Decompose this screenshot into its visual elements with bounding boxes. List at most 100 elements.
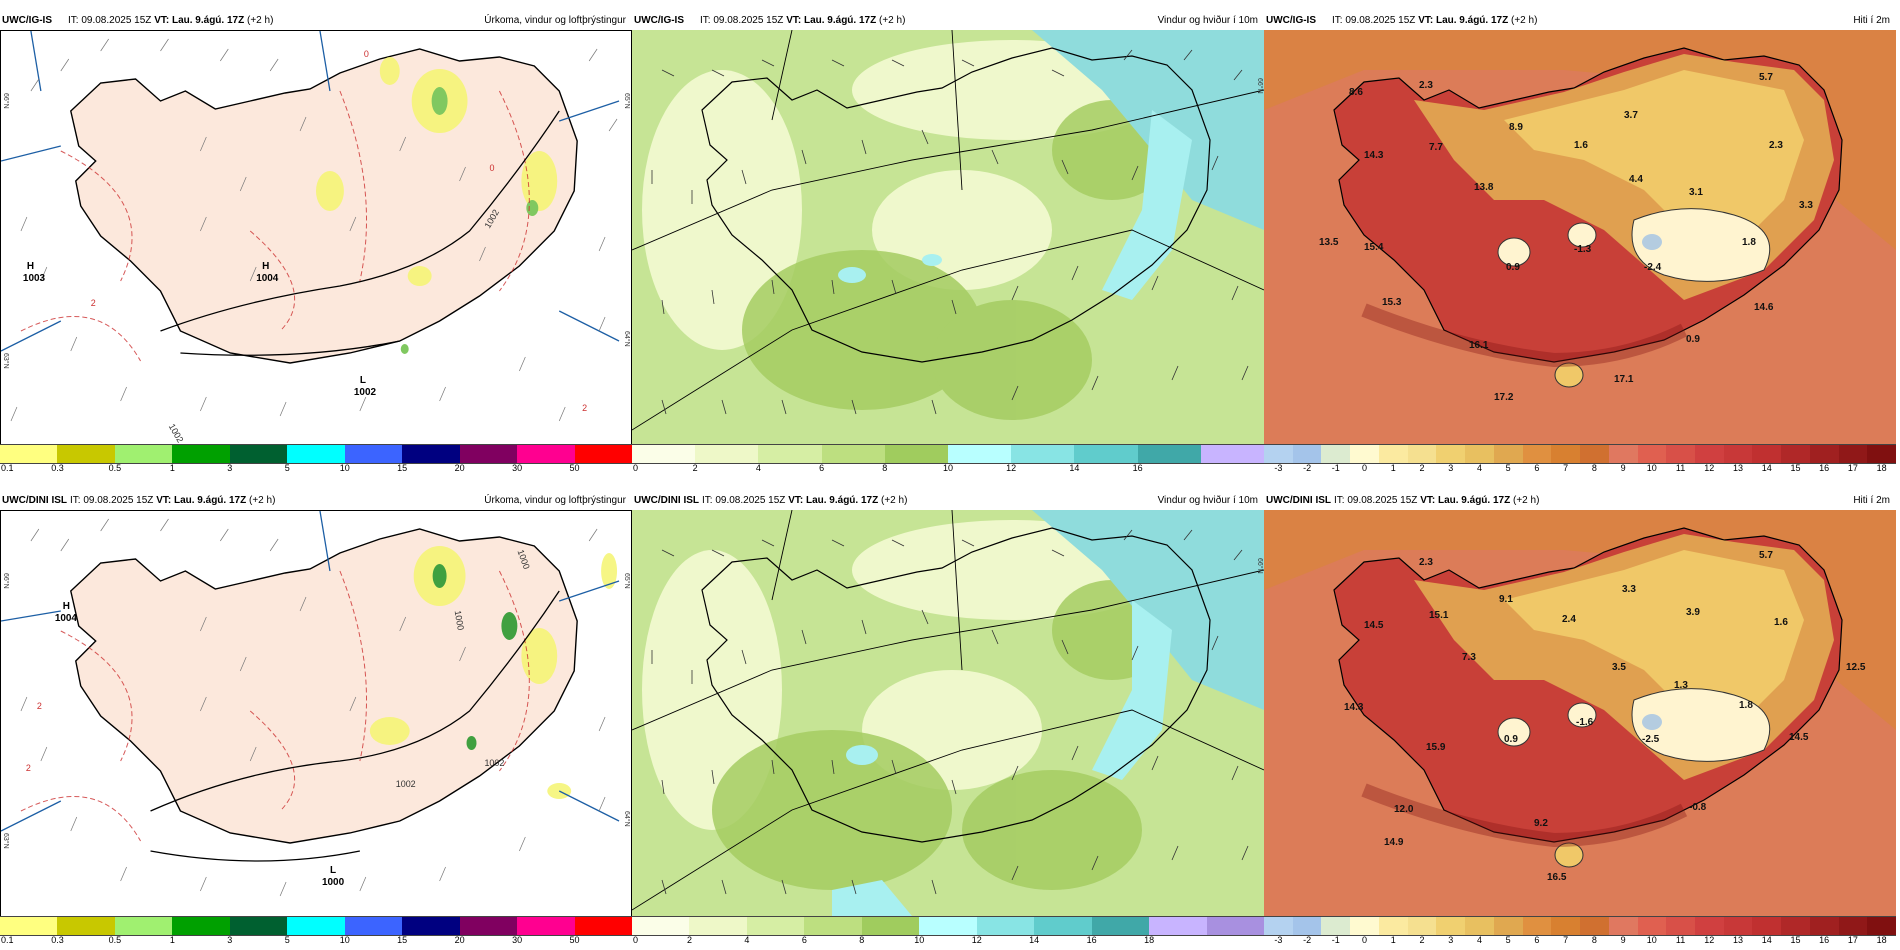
colorbar-tick: 0 (1362, 463, 1368, 473)
colorbar-tick: 12 (971, 935, 982, 945)
colorbar-swatch (1436, 445, 1466, 463)
temp-value: 0.9 (1504, 734, 1518, 745)
colorbar-swatch (517, 445, 575, 463)
temp-value: 8.9 (1509, 122, 1523, 133)
isotherm-label: 2 (37, 701, 42, 711)
colorbar-tick: 7 (1563, 463, 1569, 473)
colorbar-swatch (1407, 445, 1437, 463)
colorbar-tick: 12 (1704, 935, 1715, 945)
temp-value: 1.8 (1742, 237, 1756, 248)
colorbar-tick: 17 (1847, 463, 1858, 473)
temp-value: 13.5 (1319, 237, 1339, 248)
temp-map (1264, 30, 1896, 444)
colorbar-tick: 0 (633, 935, 639, 945)
colorbar-tick: 18 (1876, 463, 1887, 473)
colorbar-swatch (57, 445, 115, 463)
init-time: IT: 09.08.2025 15Z VT: Lau. 9.ágú. 17Z (… (1332, 15, 1538, 26)
pressure-high-value: 1004 (256, 273, 279, 284)
colorbar-tick: -2 (1303, 463, 1312, 473)
temp-value: 3.5 (1612, 662, 1626, 673)
colorbar-swatch (1838, 445, 1868, 463)
colorbar-swatch (1695, 445, 1724, 463)
colorbar-tick: 4 (1476, 935, 1482, 945)
model-name: UWC/IG-IS (2, 15, 52, 26)
colorbar-tick: 5 (284, 463, 290, 473)
init-time: IT: 09.08.2025 15Z VT: Lau. 9.ágú. 17Z (… (1334, 495, 1540, 506)
pressure-low-value: 1002 (354, 387, 377, 398)
colorbar-tick: 3 (1448, 463, 1454, 473)
temp-value: 9.2 (1534, 818, 1548, 829)
colorbar-tick: 16 (1132, 463, 1143, 473)
colorbar-tick: 0.3 (51, 935, 64, 945)
colorbar-swatch (1378, 917, 1408, 935)
colorbar-tick: 0 (633, 463, 639, 473)
colorbar-tick: 9 (1620, 935, 1626, 945)
colorbar-swatch (1752, 445, 1782, 463)
colorbar-tick: 8 (859, 935, 865, 945)
panel-title: Hiti í 2m (1853, 15, 1890, 26)
colorbar-swatch (804, 917, 862, 935)
colorbar-swatch (1378, 445, 1408, 463)
colorbar-swatch (1522, 917, 1552, 935)
colorbar-tick: 15 (1790, 935, 1801, 945)
latitude-label: 63°N (2, 353, 9, 369)
colorbar-tick: 1 (169, 463, 175, 473)
colorbar-swatch (1264, 445, 1293, 463)
panel-title: Vindur og hviður í 10m (1157, 15, 1258, 26)
init-time: IT: 09.08.2025 15Z VT: Lau. 9.ágú. 17Z (… (68, 15, 274, 26)
colorbar-tick: 11 (1675, 935, 1686, 945)
colorbar-tick: -3 (1274, 935, 1283, 945)
temp-value: 2.4 (1562, 614, 1576, 625)
temp-value: 1.6 (1574, 140, 1588, 151)
panel-header: UWC/DINI ISL IT: 09.08.2025 15Z VT: Lau.… (1264, 492, 1896, 508)
colorbar-swatch (1292, 917, 1322, 935)
colorbar-swatch (1809, 917, 1839, 935)
colorbar-swatch (0, 917, 58, 935)
isobar-label: 1000 (453, 610, 466, 631)
temp-values-layer: 2.3 5.7 9.1 3.3 14.5 15.1 2.4 3.9 1.6 7.… (1344, 550, 1866, 883)
colorbar-swatch (1608, 917, 1638, 935)
colorbar-ticks: 0.1 0.3 0.5 1 3 5 10 15 20 30 50 (0, 463, 632, 475)
colorbar-swatch (689, 917, 747, 935)
colorbar-tick: 6 (819, 463, 825, 473)
colorbar-swatch (632, 917, 690, 935)
colorbar-ticks: -3 -2 -1 0 1 2 3 4 5 6 7 8 9 10 11 12 13 14 15 16 17 18 (1264, 935, 1896, 947)
colorbar-swatch (1781, 445, 1810, 463)
colorbar-swatch (1781, 917, 1810, 935)
temp-value: -2.5 (1642, 734, 1660, 745)
map-area: H 1003 H 1004 L 1002 1002 1002 0 0 2 2 6… (0, 30, 632, 446)
colorbar-tick: 6 (1534, 463, 1540, 473)
temp-value: 14.3 (1344, 702, 1364, 713)
colorbar-swatch (287, 445, 345, 463)
colorbar-tick: 10 (1646, 935, 1657, 945)
temp-value: 3.3 (1799, 200, 1813, 211)
panel-title: Úrkoma, vindur og loftþrýstingur (484, 15, 626, 26)
colorbar-swatch (884, 445, 949, 463)
colorbar-ticks: -3 -2 -1 0 1 2 3 4 5 6 7 8 9 10 11 12 13 14 15 16 17 18 (1264, 463, 1896, 475)
colorbar-tick: 16 (1819, 463, 1830, 473)
panel-title: Vindur og hviður í 10m (1157, 495, 1258, 506)
colorbar-tick: 20 (454, 935, 465, 945)
latitude-label: 65°N (623, 573, 630, 589)
colorbar-tick: 15 (397, 935, 408, 945)
colorbar-swatch (0, 445, 58, 463)
temp-value: 15.9 (1426, 742, 1446, 753)
temp-value: 15.3 (1382, 297, 1402, 308)
wind-map (632, 510, 1264, 916)
temp-value: 4.4 (1629, 174, 1643, 185)
colorbar-swatch (459, 445, 518, 463)
latitude-label: 64°N (623, 331, 630, 347)
colorbar-tick: 4 (744, 935, 750, 945)
temp-value: 12.5 (1846, 662, 1866, 673)
colorbar-swatch (746, 917, 805, 935)
isotherm-label: 2 (582, 403, 587, 413)
colorbar-tick: 5 (1505, 463, 1511, 473)
colorbar-tick: 50 (569, 935, 580, 945)
colorbar-tick: 10 (1646, 463, 1657, 473)
colorbar-swatch (57, 917, 115, 935)
temp-value: 5.7 (1759, 550, 1773, 561)
colorbar-swatch (459, 917, 518, 935)
colorbar-swatch (1350, 445, 1379, 463)
colorbar (632, 916, 1264, 936)
isotherm-label: 2 (26, 763, 31, 773)
